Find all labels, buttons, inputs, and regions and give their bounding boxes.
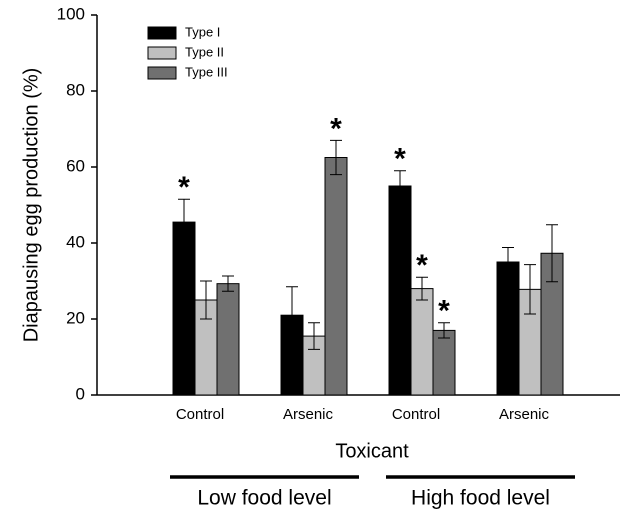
- y-tick-label: 100: [57, 4, 85, 23]
- y-tick-label: 40: [66, 232, 85, 251]
- x-axis-label: Toxicant: [335, 440, 409, 462]
- legend-label: Type III: [185, 64, 228, 79]
- significance-mark: *: [416, 249, 428, 282]
- y-tick-label: 20: [66, 308, 85, 327]
- legend-label: Type II: [185, 44, 224, 59]
- error-bar: [416, 276, 428, 301]
- significance-mark: *: [330, 112, 342, 145]
- group-label: Low food level: [197, 487, 331, 510]
- y-axis-label: Diapausing egg production (%): [20, 68, 42, 343]
- significance-mark: *: [178, 171, 190, 204]
- legend-swatch: [147, 66, 177, 80]
- error-bar: [502, 247, 514, 277]
- error-bar: [286, 286, 298, 345]
- bar: [216, 283, 240, 396]
- legend-swatch: [147, 26, 177, 40]
- error-bar: [200, 280, 212, 320]
- bar: [496, 261, 520, 396]
- bar: [410, 288, 434, 396]
- bar: [324, 157, 348, 396]
- error-bar: [438, 322, 450, 339]
- error-bar: [330, 139, 342, 176]
- error-bar: [222, 275, 234, 292]
- legend-label: Type I: [185, 24, 220, 39]
- x-tick-label: Control: [176, 406, 224, 423]
- error-bar: [308, 322, 320, 350]
- significance-mark: *: [394, 143, 406, 176]
- bar: [172, 221, 196, 396]
- error-bar: [178, 198, 190, 246]
- x-tick-label: Arsenic: [283, 406, 334, 423]
- group-label: High food level: [411, 487, 550, 510]
- x-tick-label: Control: [392, 406, 440, 423]
- y-tick-label: 60: [66, 156, 85, 175]
- error-bar: [524, 264, 536, 315]
- bar: [432, 329, 456, 396]
- error-bar: [546, 224, 558, 283]
- legend-swatch: [147, 46, 177, 60]
- y-tick-label: 80: [66, 80, 85, 99]
- error-bar: [394, 170, 406, 202]
- significance-mark: *: [438, 295, 450, 328]
- y-tick-label: 0: [76, 384, 85, 403]
- x-tick-label: Arsenic: [499, 406, 550, 423]
- bar: [388, 185, 412, 396]
